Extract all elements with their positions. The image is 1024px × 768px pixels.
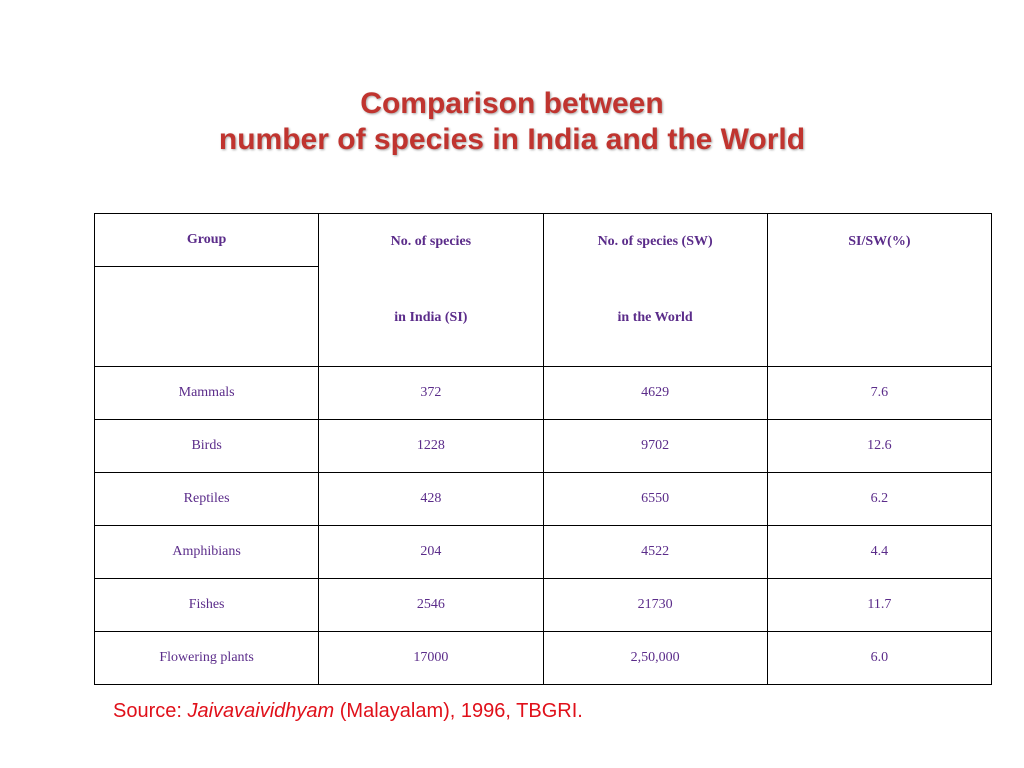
source-citation: Source: Jaivavaividhyam (Malayalam), 199… bbox=[113, 700, 583, 723]
table-header-subrow bbox=[93, 266, 992, 367]
table-row: Fishes 2546 21730 11.7 bbox=[93, 578, 993, 632]
slide-title-line-2: number of species in India and the World bbox=[218, 123, 806, 156]
cell-ratio: 6.2 bbox=[766, 472, 993, 526]
slide-title: Comparison between number of species in … bbox=[0, 86, 1024, 158]
cell-si: 2546 bbox=[318, 578, 544, 632]
header-species-india: No. of species in India (SI) bbox=[318, 213, 544, 367]
cell-ratio: 4.4 bbox=[766, 525, 993, 579]
cell-si: 1228 bbox=[318, 419, 544, 473]
cell-sw: 4522 bbox=[542, 525, 768, 579]
header-species-world-line-2: in the World bbox=[617, 310, 693, 325]
cell-si: 204 bbox=[318, 525, 544, 579]
cell-group: Flowering plants bbox=[93, 631, 320, 685]
cell-si: 17000 bbox=[318, 631, 544, 685]
cell-group: Amphibians bbox=[93, 525, 320, 579]
header-ratio-label: SI/SW(%) bbox=[848, 234, 911, 249]
cell-group: Reptiles bbox=[93, 472, 320, 526]
table-row: Flowering plants 17000 2,50,000 6.0 bbox=[93, 631, 993, 685]
species-comparison-table: Group No. of species in India (SI) No. o… bbox=[93, 213, 993, 685]
header-species-world: No. of species (SW) in the World bbox=[542, 213, 768, 367]
table-row: Birds 1228 9702 12.6 bbox=[93, 419, 993, 473]
cell-ratio: 12.6 bbox=[766, 419, 993, 473]
header-ratio: SI/SW(%) bbox=[766, 213, 993, 367]
cell-group: Mammals bbox=[93, 366, 320, 420]
slide-title-line-1: Comparison between bbox=[360, 87, 664, 120]
cell-si: 428 bbox=[318, 472, 544, 526]
table-row: Amphibians 204 4522 4.4 bbox=[93, 525, 993, 579]
header-group: Group bbox=[93, 213, 320, 267]
cell-sw: 21730 bbox=[542, 578, 768, 632]
source-prefix: Source: bbox=[113, 700, 188, 722]
header-group-empty bbox=[93, 266, 320, 367]
table-header-row: Group No. of species in India (SI) No. o… bbox=[93, 213, 993, 367]
cell-group: Birds bbox=[93, 419, 320, 473]
header-species-india-line-2: in India (SI) bbox=[394, 310, 468, 325]
cell-sw: 6550 bbox=[542, 472, 768, 526]
cell-sw: 9702 bbox=[542, 419, 768, 473]
cell-group: Fishes bbox=[93, 578, 320, 632]
header-species-india-line-1: No. of species bbox=[390, 234, 472, 249]
table-row: Reptiles 428 6550 6.2 bbox=[93, 472, 993, 526]
cell-ratio: 11.7 bbox=[766, 578, 993, 632]
cell-ratio: 7.6 bbox=[766, 366, 993, 420]
source-details: (Malayalam), 1996, TBGRI. bbox=[334, 700, 583, 722]
cell-ratio: 6.0 bbox=[766, 631, 993, 685]
source-work-title: Jaivavaividhyam bbox=[187, 700, 335, 722]
cell-si: 372 bbox=[318, 366, 544, 420]
header-species-world-line-1: No. of species (SW) bbox=[597, 234, 713, 249]
table-row: Mammals 372 4629 7.6 bbox=[93, 366, 993, 420]
cell-sw: 4629 bbox=[542, 366, 768, 420]
cell-sw: 2,50,000 bbox=[542, 631, 768, 685]
